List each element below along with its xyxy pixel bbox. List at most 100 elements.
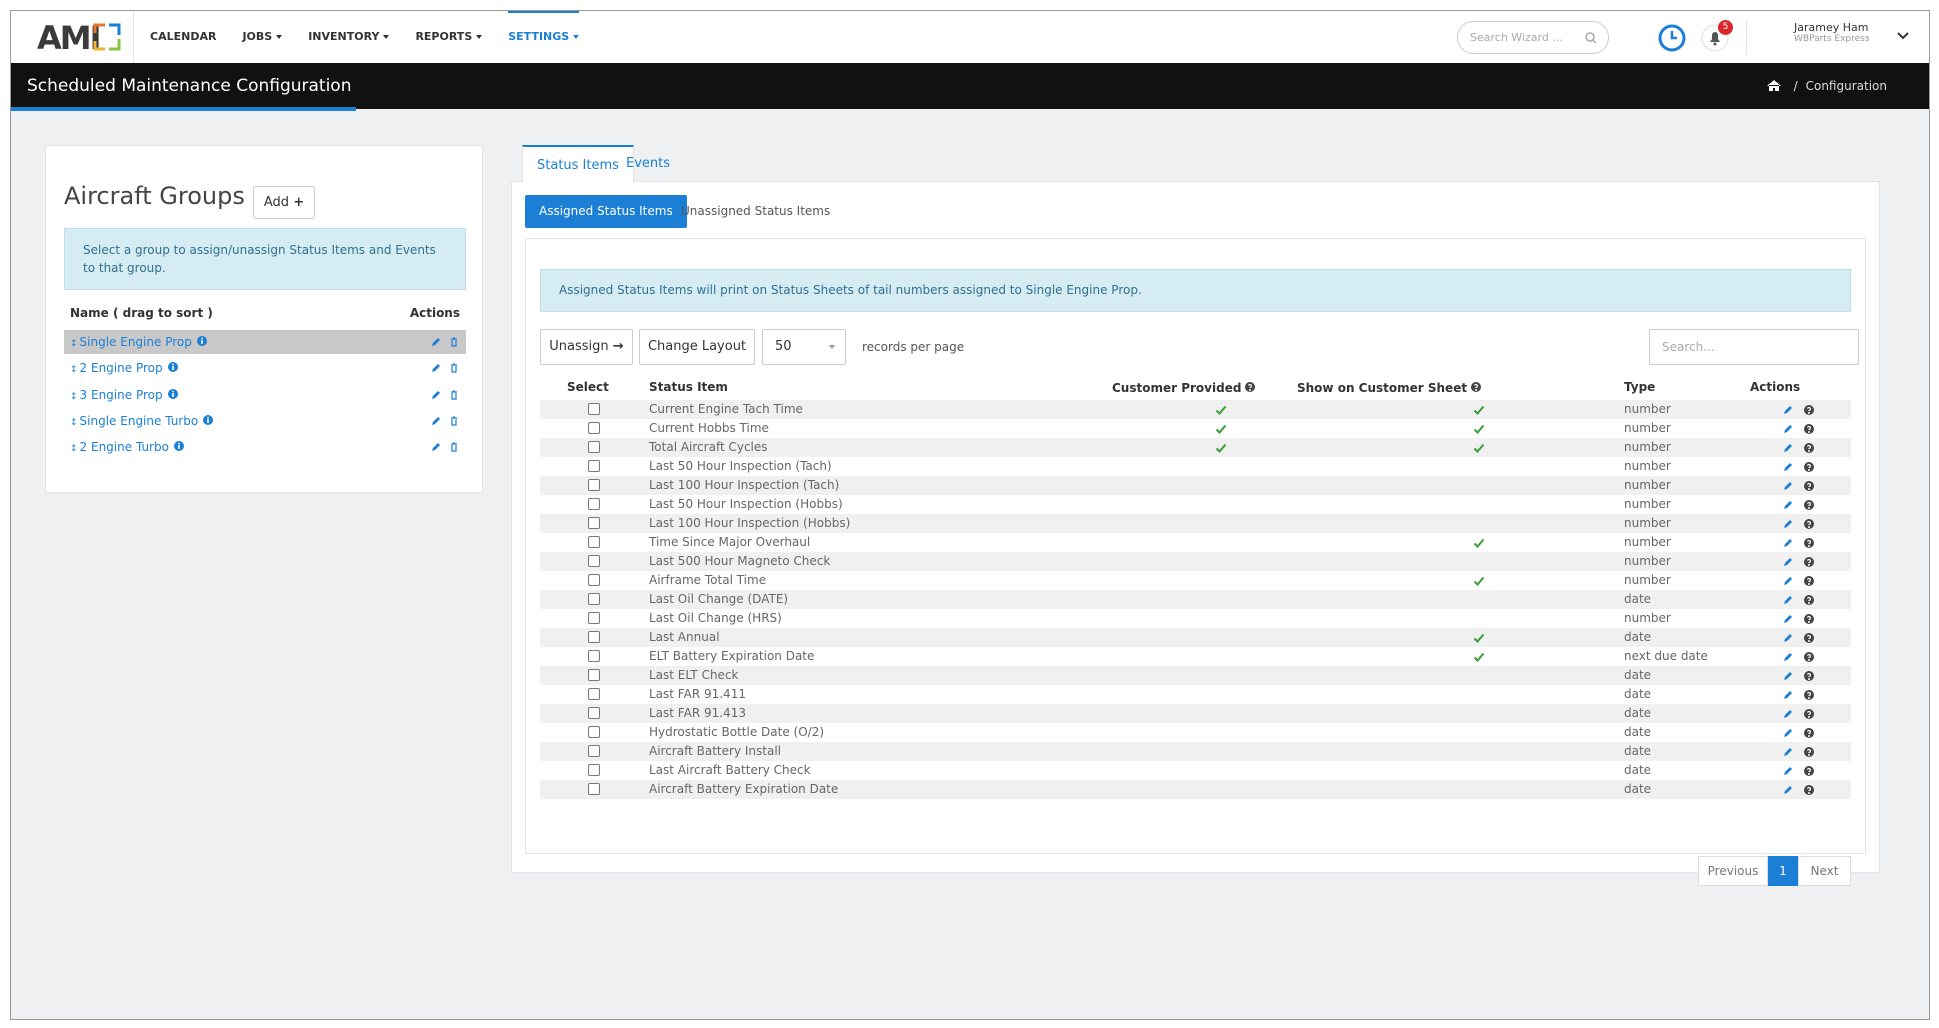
- previous-button[interactable]: Previous: [1698, 856, 1768, 886]
- nav-item[interactable]: SETTINGS: [508, 11, 580, 63]
- edit-icon[interactable]: [1782, 708, 1794, 720]
- row-checkbox[interactable]: [588, 422, 600, 434]
- home-icon[interactable]: [1766, 79, 1782, 92]
- nav-item[interactable]: INVENTORY: [308, 11, 390, 63]
- help-icon[interactable]: [1803, 442, 1815, 454]
- info-icon[interactable]: [202, 414, 214, 426]
- user-menu[interactable]: Jaramey Ham WBParts Express: [1746, 21, 1909, 55]
- row-checkbox[interactable]: [588, 536, 600, 548]
- edit-icon[interactable]: [1782, 632, 1794, 644]
- nav-item[interactable]: REPORTS: [415, 11, 483, 63]
- change-layout-button[interactable]: Change Layout: [639, 329, 755, 365]
- edit-icon[interactable]: [1782, 423, 1794, 435]
- row-checkbox[interactable]: [588, 441, 600, 453]
- help-icon[interactable]: [1803, 784, 1815, 796]
- row-checkbox[interactable]: [588, 612, 600, 624]
- delete-icon[interactable]: [448, 362, 460, 374]
- search-wizard[interactable]: Search Wizard ...: [1457, 21, 1609, 54]
- column-header[interactable]: Actions: [1750, 380, 1800, 394]
- row-checkbox[interactable]: [588, 726, 600, 738]
- edit-icon[interactable]: [1782, 746, 1794, 758]
- edit-icon[interactable]: [1782, 651, 1794, 663]
- tab[interactable]: Status Items: [522, 145, 634, 182]
- edit-icon[interactable]: [430, 389, 442, 401]
- help-icon[interactable]: [1803, 689, 1815, 701]
- row-checkbox[interactable]: [588, 460, 600, 472]
- help-icon[interactable]: [1803, 594, 1815, 606]
- edit-icon[interactable]: [1782, 689, 1794, 701]
- group-row[interactable]: ↕ 3 Engine Prop: [64, 383, 466, 407]
- row-checkbox[interactable]: [588, 745, 600, 757]
- unassign-button[interactable]: Unassign →: [540, 329, 633, 365]
- edit-icon[interactable]: [1782, 404, 1794, 416]
- row-checkbox[interactable]: [588, 783, 600, 795]
- edit-icon[interactable]: [1782, 499, 1794, 511]
- delete-icon[interactable]: [448, 336, 460, 348]
- logo[interactable]: AMI: [37, 19, 102, 57]
- info-icon[interactable]: [167, 388, 179, 400]
- row-checkbox[interactable]: [588, 764, 600, 776]
- help-icon[interactable]: [1803, 423, 1815, 435]
- help-icon[interactable]: [1803, 556, 1815, 568]
- next-button[interactable]: Next: [1798, 856, 1851, 886]
- help-icon[interactable]: [1803, 518, 1815, 530]
- help-icon[interactable]: [1803, 404, 1815, 416]
- info-icon[interactable]: [167, 361, 179, 373]
- row-checkbox[interactable]: [588, 593, 600, 605]
- help-icon[interactable]: [1803, 613, 1815, 625]
- row-checkbox[interactable]: [588, 479, 600, 491]
- help-icon[interactable]: [1803, 708, 1815, 720]
- page-size-select[interactable]: 50: [762, 329, 846, 365]
- help-icon[interactable]: [1803, 480, 1815, 492]
- delete-icon[interactable]: [448, 389, 460, 401]
- help-icon[interactable]: [1803, 537, 1815, 549]
- nav-item[interactable]: CALENDAR: [150, 11, 216, 63]
- help-icon[interactable]: [1803, 765, 1815, 777]
- row-checkbox[interactable]: [588, 574, 600, 586]
- group-row[interactable]: ↕ Single Engine Prop: [64, 330, 466, 354]
- help-icon[interactable]: [1244, 381, 1256, 393]
- nav-item[interactable]: JOBS: [242, 11, 283, 63]
- bell-icon[interactable]: [1701, 24, 1729, 52]
- column-header[interactable]: Status Item: [649, 380, 728, 394]
- row-checkbox[interactable]: [588, 669, 600, 681]
- subtab[interactable]: Unassigned Status Items: [681, 204, 831, 218]
- help-icon[interactable]: [1803, 746, 1815, 758]
- edit-icon[interactable]: [1782, 556, 1794, 568]
- group-row[interactable]: ↕ 2 Engine Turbo: [64, 435, 466, 459]
- edit-icon[interactable]: [1782, 727, 1794, 739]
- edit-icon[interactable]: [1782, 784, 1794, 796]
- add-button[interactable]: Add +: [253, 186, 315, 219]
- clock-icon[interactable]: [1658, 24, 1686, 52]
- edit-icon[interactable]: [1782, 461, 1794, 473]
- column-header[interactable]: Type: [1624, 380, 1655, 394]
- column-header[interactable]: Select: [567, 380, 609, 394]
- edit-icon[interactable]: [1782, 594, 1794, 606]
- help-icon[interactable]: [1803, 632, 1815, 644]
- edit-icon[interactable]: [430, 415, 442, 427]
- edit-icon[interactable]: [1782, 575, 1794, 587]
- edit-icon[interactable]: [430, 441, 442, 453]
- edit-icon[interactable]: [1782, 480, 1794, 492]
- edit-icon[interactable]: [430, 336, 442, 348]
- help-icon[interactable]: [1470, 381, 1482, 393]
- table-search[interactable]: Search...: [1649, 329, 1859, 365]
- row-checkbox[interactable]: [588, 498, 600, 510]
- column-header[interactable]: Show on Customer Sheet: [1297, 380, 1482, 395]
- help-icon[interactable]: [1803, 461, 1815, 473]
- column-header[interactable]: Customer Provided: [1112, 380, 1256, 395]
- info-icon[interactable]: [173, 440, 185, 452]
- tab[interactable]: Events: [626, 156, 671, 171]
- info-icon[interactable]: [196, 335, 208, 347]
- page-button[interactable]: 1: [1768, 856, 1798, 886]
- edit-icon[interactable]: [1782, 613, 1794, 625]
- help-icon[interactable]: [1803, 575, 1815, 587]
- row-checkbox[interactable]: [588, 517, 600, 529]
- delete-icon[interactable]: [448, 415, 460, 427]
- edit-icon[interactable]: [1782, 537, 1794, 549]
- help-icon[interactable]: [1803, 499, 1815, 511]
- row-checkbox[interactable]: [588, 631, 600, 643]
- edit-icon[interactable]: [1782, 670, 1794, 682]
- row-checkbox[interactable]: [588, 555, 600, 567]
- group-row[interactable]: ↕ Single Engine Turbo: [64, 409, 466, 433]
